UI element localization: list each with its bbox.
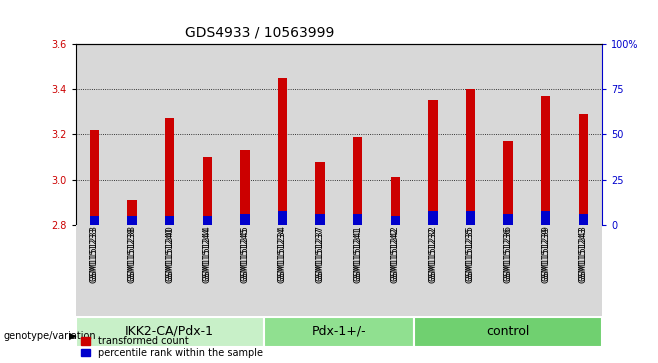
Text: GSM1151241: GSM1151241 xyxy=(353,227,362,283)
Bar xyxy=(89,130,99,225)
Text: GSM1151243: GSM1151243 xyxy=(579,225,588,281)
Bar xyxy=(339,225,376,316)
Text: GSM1151234: GSM1151234 xyxy=(278,225,287,281)
Bar xyxy=(301,225,339,316)
Bar xyxy=(339,44,376,225)
Bar xyxy=(541,96,550,225)
Bar xyxy=(490,225,527,316)
Text: GSM1151238: GSM1151238 xyxy=(128,227,137,283)
Bar xyxy=(527,225,565,316)
Bar xyxy=(414,44,451,225)
Bar xyxy=(264,225,301,316)
Bar xyxy=(428,211,438,225)
Bar xyxy=(165,118,174,225)
Bar xyxy=(226,44,264,225)
Text: GSM1151239: GSM1151239 xyxy=(541,227,550,283)
Bar xyxy=(264,44,301,225)
Bar xyxy=(353,214,363,225)
Bar xyxy=(391,178,400,225)
Bar xyxy=(414,317,602,347)
Bar xyxy=(376,44,414,225)
Text: GSM1151241: GSM1151241 xyxy=(353,225,362,281)
Bar xyxy=(578,114,588,225)
Text: GSM1151240: GSM1151240 xyxy=(165,227,174,283)
Bar xyxy=(76,225,113,316)
Text: GSM1151236: GSM1151236 xyxy=(503,227,513,283)
Bar xyxy=(226,225,264,316)
Text: GSM1151240: GSM1151240 xyxy=(165,225,174,281)
Bar xyxy=(188,225,226,316)
Text: GSM1151236: GSM1151236 xyxy=(503,225,513,281)
Legend: transformed count, percentile rank within the sample: transformed count, percentile rank withi… xyxy=(80,336,263,358)
Bar xyxy=(541,211,550,225)
Text: IKK2-CA/Pdx-1: IKK2-CA/Pdx-1 xyxy=(125,325,214,338)
Bar xyxy=(414,225,451,316)
Bar xyxy=(165,216,174,225)
Bar xyxy=(527,44,565,225)
Bar xyxy=(128,216,137,225)
Text: GSM1151233: GSM1151233 xyxy=(90,225,99,281)
Bar xyxy=(565,44,602,225)
Text: GSM1151235: GSM1151235 xyxy=(466,225,475,281)
Bar xyxy=(578,214,588,225)
Text: GSM1151233: GSM1151233 xyxy=(90,227,99,283)
Text: GSM1151232: GSM1151232 xyxy=(428,225,438,281)
Text: GSM1151235: GSM1151235 xyxy=(466,227,475,283)
Bar xyxy=(113,44,151,225)
Bar xyxy=(240,214,249,225)
Bar xyxy=(466,89,475,225)
Text: GSM1151244: GSM1151244 xyxy=(203,225,212,281)
Text: GSM1151242: GSM1151242 xyxy=(391,225,400,281)
Bar xyxy=(128,200,137,225)
Bar xyxy=(565,225,602,316)
Text: GSM1151238: GSM1151238 xyxy=(128,225,137,281)
Text: GSM1151245: GSM1151245 xyxy=(240,227,249,283)
Text: Pdx-1+/-: Pdx-1+/- xyxy=(311,325,367,338)
Bar xyxy=(203,157,212,225)
Bar xyxy=(151,44,188,225)
Bar xyxy=(203,216,212,225)
Bar xyxy=(264,317,414,347)
Text: GSM1151245: GSM1151245 xyxy=(240,225,249,281)
Bar xyxy=(278,78,287,225)
Text: genotype/variation: genotype/variation xyxy=(3,331,96,341)
Bar xyxy=(428,100,438,225)
Text: ▶: ▶ xyxy=(69,331,76,341)
Bar xyxy=(466,211,475,225)
Text: GSM1151242: GSM1151242 xyxy=(391,227,400,283)
Text: GDS4933 / 10563999: GDS4933 / 10563999 xyxy=(185,25,335,40)
Text: GSM1151239: GSM1151239 xyxy=(541,225,550,281)
Text: GSM1151243: GSM1151243 xyxy=(579,227,588,283)
Bar xyxy=(391,216,400,225)
Bar xyxy=(188,44,226,225)
Bar xyxy=(76,317,264,347)
Bar xyxy=(353,136,363,225)
Text: GSM1151244: GSM1151244 xyxy=(203,227,212,283)
Bar xyxy=(451,225,490,316)
Bar xyxy=(278,211,287,225)
Bar xyxy=(89,216,99,225)
Bar xyxy=(503,214,513,225)
Bar xyxy=(315,214,325,225)
Bar xyxy=(376,225,414,316)
Bar xyxy=(151,225,188,316)
Text: GSM1151237: GSM1151237 xyxy=(316,225,324,281)
Bar xyxy=(240,150,249,225)
Bar xyxy=(113,225,151,316)
Bar xyxy=(76,44,113,225)
Bar xyxy=(503,141,513,225)
Text: GSM1151234: GSM1151234 xyxy=(278,227,287,283)
Bar xyxy=(451,44,490,225)
Bar xyxy=(490,44,527,225)
Text: GSM1151232: GSM1151232 xyxy=(428,227,438,283)
Bar xyxy=(301,44,339,225)
Text: control: control xyxy=(486,325,530,338)
Bar xyxy=(315,162,325,225)
Text: GSM1151237: GSM1151237 xyxy=(316,227,324,283)
